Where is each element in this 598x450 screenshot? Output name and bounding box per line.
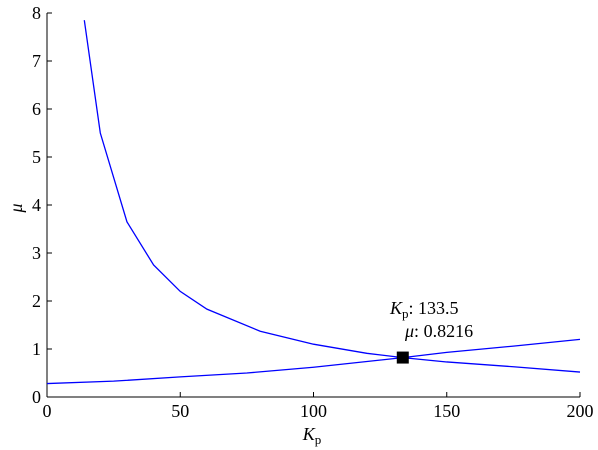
y-tick-label: 2: [32, 291, 41, 311]
y-tick-label: 7: [32, 51, 41, 71]
datatip-separator: :: [409, 298, 419, 318]
x-tick-label: 150: [433, 401, 460, 421]
y-axis-label: μ: [6, 203, 26, 213]
datatip-x-sub: p: [402, 306, 409, 321]
line: [46, 338, 581, 385]
datatip-separator: :: [414, 321, 424, 341]
datatip-y: μ: 0.8216: [404, 321, 473, 341]
line: [83, 20, 581, 373]
y-tick-label: 0: [32, 387, 41, 407]
x-tick-label: 0: [43, 401, 52, 421]
x-tick-label: 50: [171, 401, 189, 421]
datatip-y-label: μ: [404, 321, 414, 341]
datatip-x-value: 133.5: [418, 298, 459, 318]
datatip-x-label: K: [389, 298, 403, 318]
y-tick-label: 5: [32, 147, 41, 167]
x-axis-label-base: K: [302, 424, 316, 444]
y-tick-label: 4: [32, 195, 41, 215]
y-tick-label: 8: [32, 3, 41, 23]
datatip-x: Kp: 133.5: [389, 298, 459, 321]
x-axis-label: Kp: [302, 424, 322, 447]
y-tick-label: 6: [32, 99, 41, 119]
x-tick-label: 200: [567, 401, 594, 421]
x-tick-label: 100: [300, 401, 327, 421]
y-tick-label: 3: [32, 243, 41, 263]
x-axis-label-sub: p: [315, 432, 322, 447]
y-tick-label: 1: [32, 339, 41, 359]
datatip-y-value: 0.8216: [424, 321, 474, 341]
datatip-marker: [396, 351, 409, 364]
